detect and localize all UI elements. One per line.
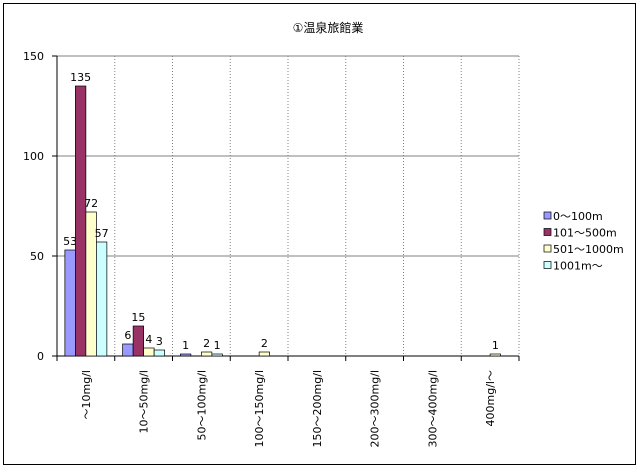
bar — [153, 349, 165, 357]
x-category-label: 200～300mg/l — [369, 370, 382, 447]
legend-label: 101～500m — [553, 227, 617, 240]
bar — [211, 353, 223, 357]
x-category-label: 400mg/l～ — [484, 370, 497, 426]
data-label: 53 — [63, 235, 77, 248]
bar — [143, 347, 155, 357]
bar — [75, 85, 87, 357]
plot-area: 0 50 100 150 ～10mg/l 10～50mg/l 50～100mg/l 100～1… — [23, 50, 520, 447]
data-label: 57 — [95, 227, 109, 240]
legend-swatch — [543, 261, 552, 269]
bar — [258, 351, 270, 357]
y-tick-label: 0 — [37, 350, 44, 363]
bar — [180, 353, 192, 357]
legend-label: 0～100m — [553, 210, 603, 223]
x-category-label: 100～150mg/l — [253, 370, 266, 447]
data-label: 2 — [203, 337, 210, 350]
legend-label: 501～1000m — [553, 243, 624, 256]
bar — [489, 353, 501, 357]
legend-swatch — [543, 228, 552, 236]
data-label: 2 — [261, 337, 268, 350]
y-tick-label: 50 — [30, 250, 44, 263]
data-label: 1 — [214, 339, 221, 352]
x-category-label: 300～400mg/l — [426, 370, 439, 447]
data-label: 1 — [182, 339, 189, 352]
bar — [96, 241, 108, 357]
x-category-label: 150～200mg/l — [311, 370, 324, 447]
legend-swatch — [543, 244, 552, 253]
legend: 0～100m 101～500m 501～1000m 1001m～ — [543, 210, 624, 273]
chart-title: ①温泉旅館業 — [293, 20, 364, 35]
bar — [122, 343, 134, 357]
legend-swatch — [543, 211, 552, 220]
data-label: 135 — [70, 71, 91, 84]
data-label: 3 — [156, 335, 163, 348]
data-label: 15 — [131, 311, 145, 324]
x-category-label: ～10mg/l — [80, 370, 93, 419]
y-tick-label: 100 — [23, 150, 44, 163]
data-label: 6 — [124, 329, 131, 342]
data-label: 4 — [145, 333, 152, 346]
y-tick-label: 150 — [23, 50, 44, 63]
x-category-label: 10～50mg/l — [138, 370, 151, 433]
data-label: 72 — [84, 197, 98, 210]
x-category-label: 50～100mg/l — [195, 370, 208, 440]
bar — [201, 351, 213, 357]
bar — [64, 249, 76, 357]
legend-label: 1001m～ — [553, 260, 603, 273]
bar — [132, 325, 144, 357]
data-label: 1 — [492, 339, 499, 352]
